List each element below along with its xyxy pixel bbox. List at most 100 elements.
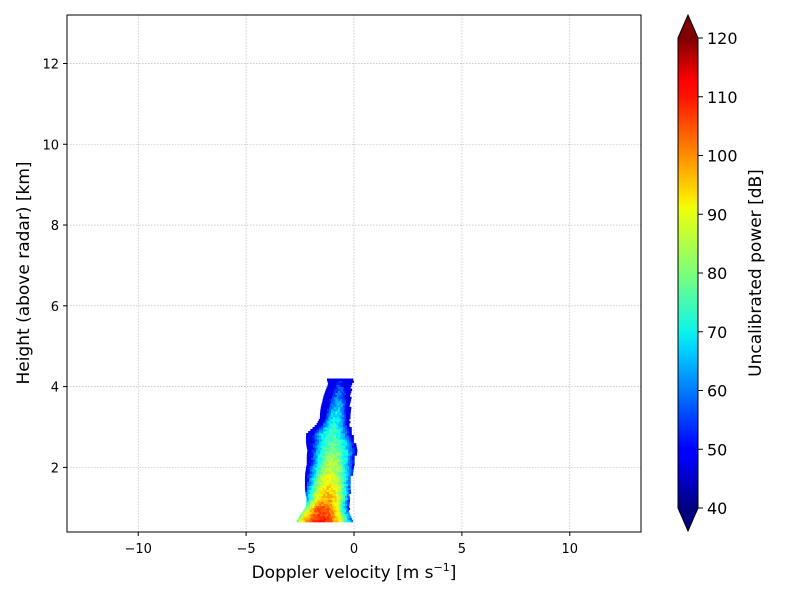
spectrum-cell (313, 487, 317, 490)
spectrum-cell (307, 475, 310, 478)
spectrum-cell (335, 410, 338, 414)
spectrum-cell (341, 487, 345, 490)
spectrum-cell (345, 499, 348, 503)
spectrum-cell (343, 475, 347, 478)
spectrum-cell (344, 471, 347, 474)
spectrum-cell (324, 491, 328, 495)
spectrum-cell (330, 457, 334, 460)
spectrum-cell (305, 491, 308, 495)
spectrum-cell (329, 396, 333, 400)
spectrum-cell (346, 439, 350, 442)
spectrum-cell (342, 469, 345, 472)
spectrum-cell (306, 463, 310, 466)
spectrum-cell (352, 449, 356, 452)
spectrum-cell (328, 475, 332, 478)
spectrum-cell (327, 390, 330, 394)
spectrum-cell (325, 443, 329, 446)
spectrum-cell (309, 515, 313, 519)
spectrum-cell (345, 414, 349, 418)
spectrum-cell (330, 477, 334, 480)
spectrum-cell (332, 392, 336, 396)
spectrum-cell (317, 475, 321, 478)
spectrum-cell (326, 509, 330, 513)
spectrum-cell (319, 447, 323, 450)
spectrum-cell (317, 461, 321, 464)
spectrum-cell (349, 441, 352, 444)
spectrum-cell (327, 380, 331, 383)
spectrum-cell (318, 429, 322, 432)
spectrum-cell (346, 418, 350, 422)
spectrum-cell (349, 382, 353, 385)
spectrum-cell (314, 505, 317, 509)
spectrum-cell (344, 404, 348, 408)
spectrum-cell (332, 447, 336, 450)
spectrum-cell (305, 467, 309, 470)
spectrum-cell (342, 439, 346, 442)
spectrum-cell (343, 420, 347, 424)
spectrum-cell (307, 481, 310, 484)
spectrum-cell (325, 396, 328, 400)
spectrum-cell (330, 414, 334, 418)
spectrum-cell (308, 463, 312, 466)
spectrum-cell (300, 519, 304, 523)
spectrum-cell (333, 493, 337, 497)
spectrum-cell (323, 497, 327, 501)
spectrum-cell (305, 439, 309, 442)
spectrum-cell (340, 441, 344, 444)
spectrum-cell (339, 410, 343, 414)
spectrum-cell (327, 422, 331, 426)
spectrum-cell (332, 477, 336, 480)
spectrum-cell (324, 398, 328, 402)
spectrum-cell (341, 483, 345, 486)
spectrum-cell (334, 420, 338, 424)
spectrum-cell (330, 443, 333, 446)
spectrum-cell (348, 390, 352, 394)
spectrum-cell (316, 491, 319, 495)
spectrum-cell (349, 443, 352, 446)
spectrum-cell (335, 408, 339, 412)
spectrum-cell (352, 461, 355, 464)
spectrum-cell (346, 410, 349, 414)
spectrum-cell (345, 479, 349, 482)
spectrum-cell (315, 479, 319, 482)
spectrum-cell (323, 437, 326, 440)
spectrum-cell (343, 394, 346, 398)
spectrum-cell (352, 459, 355, 462)
spectrum-cell (346, 471, 349, 474)
spectrum-cell (339, 457, 342, 460)
spectrum-cell (342, 471, 345, 474)
spectrum-cell (316, 515, 319, 519)
spectrum-cell (307, 477, 310, 480)
spectrum-cell (340, 439, 344, 442)
spectrum-cell (330, 420, 334, 424)
spectrum-cell (313, 519, 317, 523)
spectrum-cell (308, 441, 311, 444)
spectrum-cell (326, 400, 330, 404)
spectrum-cell (320, 473, 323, 476)
spectrum-cell (301, 515, 304, 519)
spectrum-cell (306, 513, 310, 517)
colorbar-tick-label: 70 (707, 323, 727, 342)
spectrum-cell (305, 487, 308, 490)
spectrum-cell (325, 424, 329, 428)
spectrum-cell (323, 424, 326, 428)
spectrum-cell (328, 451, 332, 454)
spectrum-cell (331, 449, 334, 452)
spectrum-cell (344, 406, 348, 410)
spectrum-cell (318, 515, 322, 519)
spectrum-cell (347, 455, 351, 458)
y-tick-label: 8 (51, 219, 59, 234)
spectrum-cell (312, 431, 316, 434)
spectrum-cell (336, 429, 339, 432)
spectrum-cell (344, 380, 348, 383)
spectrum-cell (327, 429, 331, 432)
spectrum-cell (325, 429, 328, 432)
spectrum-cell (324, 485, 327, 488)
spectrum-cell (347, 429, 350, 432)
spectrum-cell (348, 408, 352, 412)
spectrum-cell (329, 406, 332, 410)
spectrum-cell (331, 380, 335, 383)
spectrum-cell (334, 416, 338, 420)
spectrum-cell (336, 431, 339, 434)
spectrum-cell (315, 507, 318, 511)
